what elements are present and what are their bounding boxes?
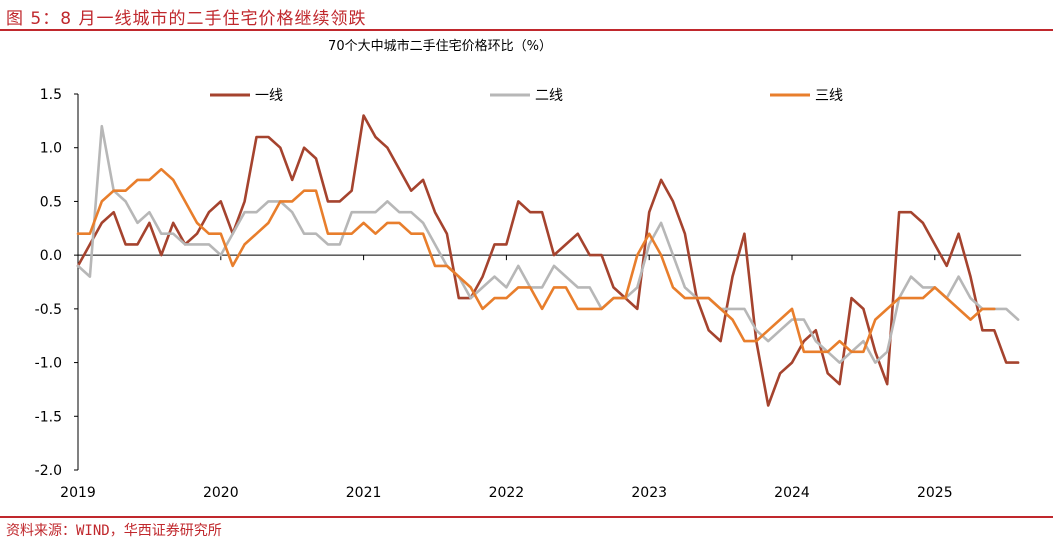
- x-tick-label: 2022: [489, 485, 525, 501]
- y-tick-label: -2.0: [35, 463, 62, 479]
- y-tick-label: -0.5: [35, 302, 62, 318]
- x-tick-label: 2020: [203, 485, 239, 501]
- x-tick-label: 2024: [774, 485, 810, 501]
- legend-label-1: 一线: [255, 88, 283, 104]
- x-tick-label: 2023: [631, 485, 667, 501]
- legend-label-2: 二线: [535, 88, 563, 104]
- y-tick-label: 0.5: [40, 194, 62, 210]
- figure-title: 图 5：8 月一线城市的二手住宅价格继续领跌: [6, 9, 367, 29]
- y-tick-label: -1.0: [35, 356, 62, 372]
- x-tick-label: 2019: [60, 485, 96, 501]
- legend: 一线 二线 三线: [210, 88, 843, 104]
- y-tick-label: -1.5: [35, 409, 62, 425]
- x-tick-label: 2021: [346, 485, 382, 501]
- y-tick-label: 0.0: [40, 248, 62, 264]
- source-note: 资料来源：WIND，华西证券研究所: [6, 523, 222, 539]
- series-line-2: [76, 124, 1020, 364]
- series-line-3: [76, 167, 996, 354]
- axes: 1.5 1.0 0.5 0.0 -0.5 -1.0 -1.5 -2.0 2019 2020 2021…: [35, 87, 1022, 501]
- series-layer: [76, 114, 1020, 407]
- y-tick-label: 1.5: [40, 87, 62, 103]
- top-rule: [0, 29, 1053, 31]
- line-chart: 70个大中城市二手住宅价格环比（%） 1.5 1.0 0.5 0.0 -0.5 -1.0 -…: [35, 38, 1022, 501]
- bottom-rule: [0, 516, 1053, 518]
- chart-title: 70个大中城市二手住宅价格环比（%）: [328, 38, 552, 54]
- y-tick-label: 1.0: [40, 141, 62, 157]
- legend-label-3: 三线: [815, 88, 843, 104]
- x-tick-label: 2025: [917, 485, 953, 501]
